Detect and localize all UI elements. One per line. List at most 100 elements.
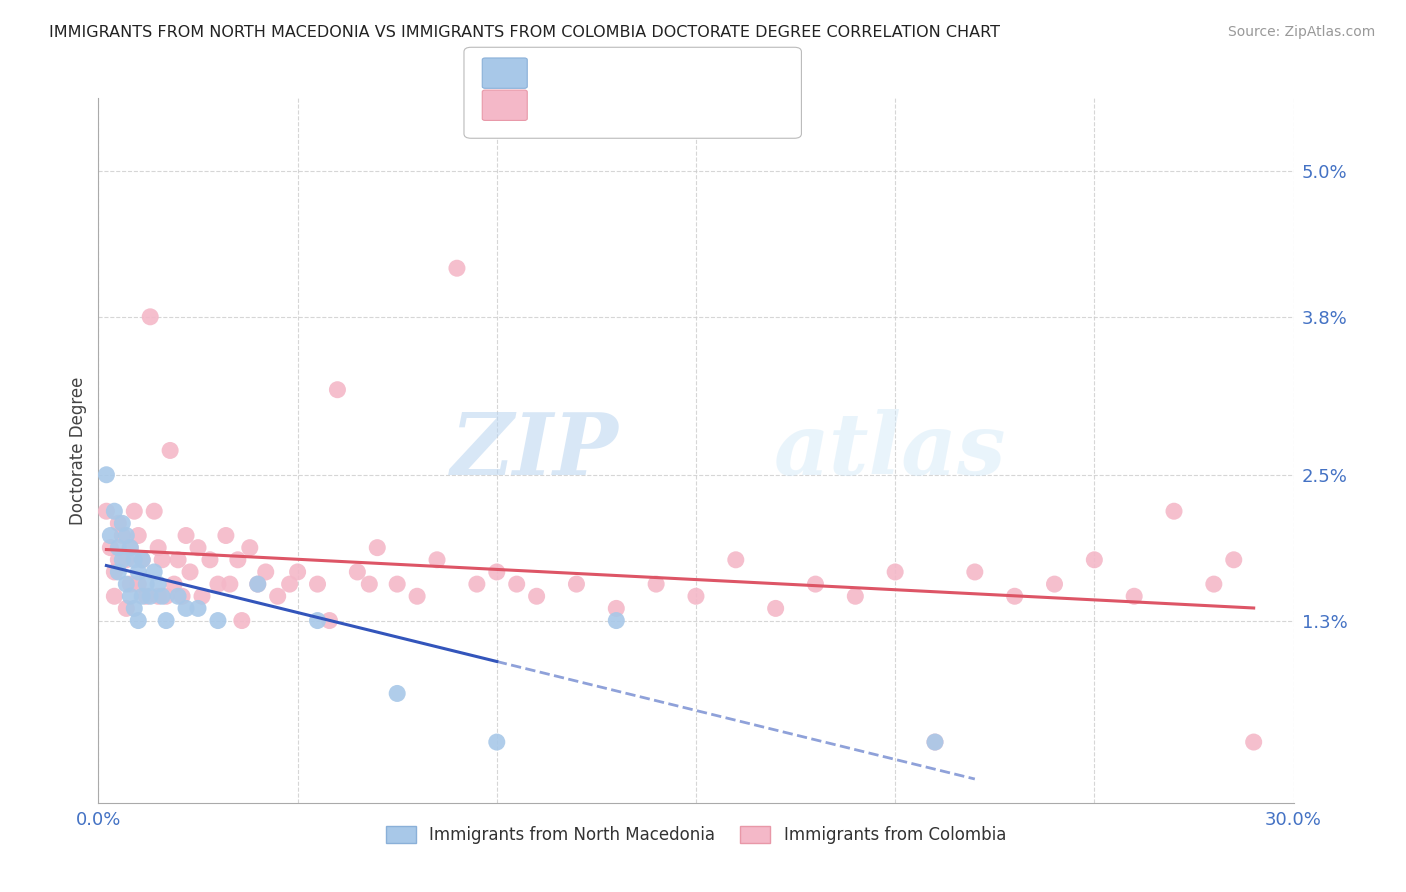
Point: [485, 565, 508, 579]
Point: [127, 577, 149, 591]
Point: [111, 516, 134, 531]
Point: [191, 589, 214, 603]
Text: 75: 75: [695, 96, 720, 114]
Text: ZIP: ZIP: [450, 409, 619, 492]
Point: [174, 528, 197, 542]
Point: [107, 565, 129, 579]
Point: [139, 310, 162, 324]
Point: [131, 589, 153, 603]
Point: [924, 735, 946, 749]
Point: [924, 735, 946, 749]
Point: [1223, 553, 1246, 567]
Point: [167, 589, 190, 603]
Point: [96, 467, 118, 482]
Point: [127, 565, 149, 579]
Point: [1083, 553, 1105, 567]
Point: [107, 553, 129, 567]
Point: [366, 541, 388, 555]
Point: [278, 577, 301, 591]
Point: [198, 553, 221, 567]
Text: IMMIGRANTS FROM NORTH MACEDONIA VS IMMIGRANTS FROM COLOMBIA DOCTORATE DEGREE COR: IMMIGRANTS FROM NORTH MACEDONIA VS IMMIG…: [49, 25, 1000, 40]
Point: [127, 614, 149, 628]
Point: [385, 577, 409, 591]
Point: [107, 541, 129, 555]
Point: [465, 577, 488, 591]
Point: [179, 565, 201, 579]
Text: R =: R =: [536, 64, 575, 82]
Point: [506, 577, 529, 591]
Point: [1163, 504, 1185, 518]
Point: [148, 577, 170, 591]
Point: [485, 735, 508, 749]
Point: [246, 577, 269, 591]
Point: [326, 383, 349, 397]
Point: [120, 589, 142, 603]
Point: [804, 577, 827, 591]
Point: [115, 577, 138, 591]
Point: [187, 541, 209, 555]
Point: [163, 577, 186, 591]
Point: [446, 261, 468, 276]
Text: N =: N =: [655, 96, 695, 114]
Text: atlas: atlas: [773, 409, 1007, 492]
Point: [159, 443, 181, 458]
Point: [215, 528, 238, 542]
Point: [307, 577, 329, 591]
Point: [346, 565, 368, 579]
Text: R =: R =: [536, 96, 575, 114]
Point: [131, 553, 153, 567]
Point: [765, 601, 787, 615]
Point: [1243, 735, 1265, 749]
Point: [150, 589, 173, 603]
Point: [103, 504, 125, 518]
Point: [884, 565, 907, 579]
Point: [115, 601, 138, 615]
Point: [231, 614, 253, 628]
Point: [239, 541, 262, 555]
Point: [963, 565, 986, 579]
Point: [526, 589, 548, 603]
Point: [187, 601, 209, 615]
Point: [426, 553, 449, 567]
Point: [844, 589, 866, 603]
Point: [155, 589, 177, 603]
Point: [307, 614, 329, 628]
Point: [287, 565, 309, 579]
Point: [120, 541, 142, 555]
Point: [359, 577, 381, 591]
Y-axis label: Doctorate Degree: Doctorate Degree: [69, 376, 87, 524]
Point: [1004, 589, 1026, 603]
Point: [155, 614, 177, 628]
Point: [111, 553, 134, 567]
Point: [207, 577, 229, 591]
Point: [143, 504, 166, 518]
Point: [207, 614, 229, 628]
Legend: Immigrants from North Macedonia, Immigrants from Colombia: Immigrants from North Macedonia, Immigra…: [380, 820, 1012, 851]
Point: [124, 504, 146, 518]
Point: [139, 589, 162, 603]
Point: [143, 565, 166, 579]
Point: [385, 686, 409, 700]
Point: [174, 601, 197, 615]
Point: [150, 553, 173, 567]
Point: [111, 528, 134, 542]
Point: [124, 553, 146, 567]
Point: [724, 553, 747, 567]
Point: [254, 565, 277, 579]
Point: [605, 601, 627, 615]
Point: [115, 528, 138, 542]
Point: [219, 577, 242, 591]
Point: [148, 589, 170, 603]
Point: [685, 589, 707, 603]
Text: -0.266: -0.266: [582, 64, 647, 82]
Point: [1123, 589, 1146, 603]
Point: [103, 565, 125, 579]
Point: [1202, 577, 1225, 591]
Point: [1043, 577, 1066, 591]
Text: 0.068: 0.068: [582, 96, 645, 114]
Point: [167, 553, 190, 567]
Text: Source: ZipAtlas.com: Source: ZipAtlas.com: [1227, 25, 1375, 39]
Point: [127, 528, 149, 542]
Point: [246, 577, 269, 591]
Point: [645, 577, 668, 591]
